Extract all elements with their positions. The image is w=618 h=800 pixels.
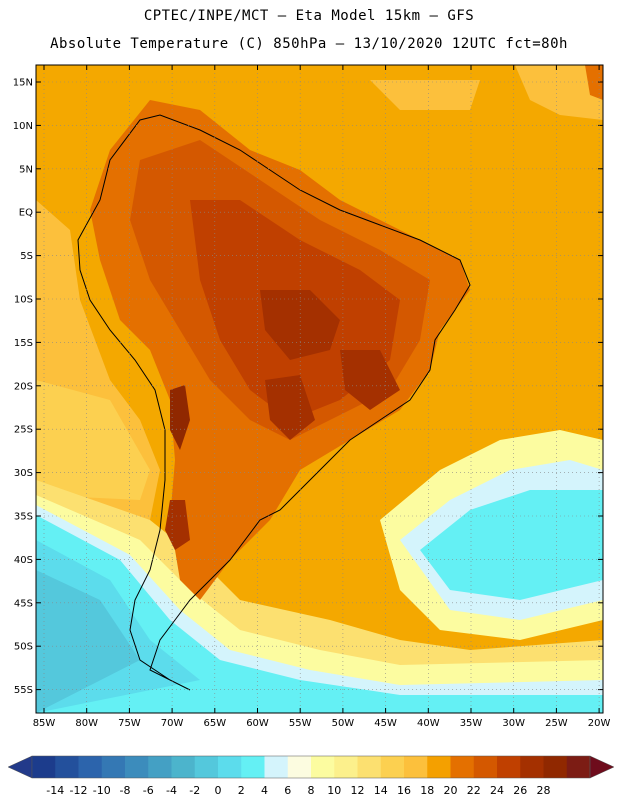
lat-label: 15N (13, 78, 33, 89)
temperature-field (36, 65, 603, 713)
colorbar-swatch (311, 756, 335, 778)
colorbar-swatch (357, 756, 382, 778)
lon-label: 20W (588, 718, 611, 729)
lat-label: 20S (14, 381, 33, 392)
colorbar-swatch (566, 756, 591, 778)
lon-label: 65W (203, 718, 226, 729)
colorbar-label: 16 (397, 784, 411, 797)
colorbar-swatch (287, 756, 312, 778)
colorbar-label: -6 (143, 784, 154, 797)
lat-label: 10S (14, 295, 33, 306)
colorbar-label: 22 (467, 784, 481, 797)
lon-label: 85W (33, 718, 56, 729)
colorbar-label: 24 (490, 784, 504, 797)
lat-label: 5N (19, 164, 33, 175)
lon-label: 70W (161, 718, 184, 729)
lon-label: 55W (289, 718, 312, 729)
lat-label: 50S (14, 642, 33, 653)
colorbar-min-arrow (7, 755, 33, 779)
lon-label: 45W (374, 718, 397, 729)
colorbar-label: 2 (238, 784, 245, 797)
colorbar-label: -10 (93, 784, 111, 797)
colorbar-swatch (497, 756, 521, 778)
lon-label: 80W (75, 718, 98, 729)
colorbar-label: 4 (261, 784, 268, 797)
colorbar-swatch (264, 756, 289, 778)
lon-label: 60W (246, 718, 269, 729)
colorbar-swatch (380, 756, 405, 778)
colorbar-swatch (32, 756, 56, 778)
lat-label: 25S (14, 425, 33, 436)
colorbar-swatch (194, 756, 219, 778)
lon-label: 50W (332, 718, 355, 729)
lat-label: 55S (14, 685, 33, 696)
colorbar-label: 8 (308, 784, 315, 797)
colorbar-swatch (450, 756, 475, 778)
latitude-labels: 15N 10N 5N EQ 5S 10S 15S 20S 25S 30S 35S 40S 45S 50S 5… (13, 78, 33, 697)
colorbar-label: 0 (215, 784, 222, 797)
colorbar-swatch (171, 756, 196, 778)
lat-label: 30S (14, 468, 33, 479)
longitude-labels: 85W 80W 75W 70W 65W 60W 55W 50W 45W 40W 35W 30W 25W 2… (33, 718, 611, 729)
map-subtitle: Absolute Temperature (C) 850hPa – 13/10/… (50, 36, 568, 52)
lon-label: 35W (460, 718, 483, 729)
colorbar-label: 18 (420, 784, 434, 797)
graticule (36, 65, 603, 713)
lat-label: 40S (14, 555, 33, 566)
lon-label: 40W (417, 718, 440, 729)
colorbar: -14 -12 -10 -8 -6 -4 -2 0 2 4 6 8 10 12 14 16 18 20 22 24 26… (7, 755, 615, 797)
colorbar-swatch (101, 756, 126, 778)
colorbar-label: 14 (374, 784, 388, 797)
lat-label: 35S (14, 512, 33, 523)
colorbar-label: -8 (120, 784, 131, 797)
colorbar-label: -14 (46, 784, 64, 797)
colorbar-swatch (427, 756, 451, 778)
colorbar-swatch (218, 756, 242, 778)
map-title: CPTEC/INPE/MCT – Eta Model 15km – GFS (143, 8, 475, 24)
colorbar-swatch (334, 756, 358, 778)
colorbar-swatch (78, 756, 103, 778)
colorbar-swatch (520, 756, 544, 778)
colorbar-label: -12 (70, 784, 88, 797)
lon-label: 25W (545, 718, 568, 729)
colorbar-swatch (148, 756, 172, 778)
colorbar-label: 26 (513, 784, 527, 797)
lat-label: 10N (13, 121, 33, 132)
colorbar-label: -2 (189, 784, 200, 797)
colorbar-label: 20 (444, 784, 458, 797)
colorbar-label: 12 (351, 784, 365, 797)
lon-label: 75W (118, 718, 141, 729)
colorbar-swatch (241, 756, 265, 778)
colorbar-label: 6 (284, 784, 291, 797)
colorbar-max-arrow (589, 755, 615, 779)
lat-label: 5S (20, 251, 33, 262)
colorbar-swatch (543, 756, 568, 778)
colorbar-swatch (55, 756, 79, 778)
lat-label: 45S (14, 598, 33, 609)
colorbar-swatch (125, 756, 149, 778)
colorbar-label: 10 (327, 784, 341, 797)
colorbar-swatch (404, 756, 428, 778)
lon-label: 30W (502, 718, 525, 729)
colorbar-label: -4 (166, 784, 177, 797)
lat-label: EQ (19, 208, 33, 219)
colorbar-label: 28 (537, 784, 551, 797)
colorbar-swatch (473, 756, 498, 778)
lat-label: 15S (14, 338, 33, 349)
